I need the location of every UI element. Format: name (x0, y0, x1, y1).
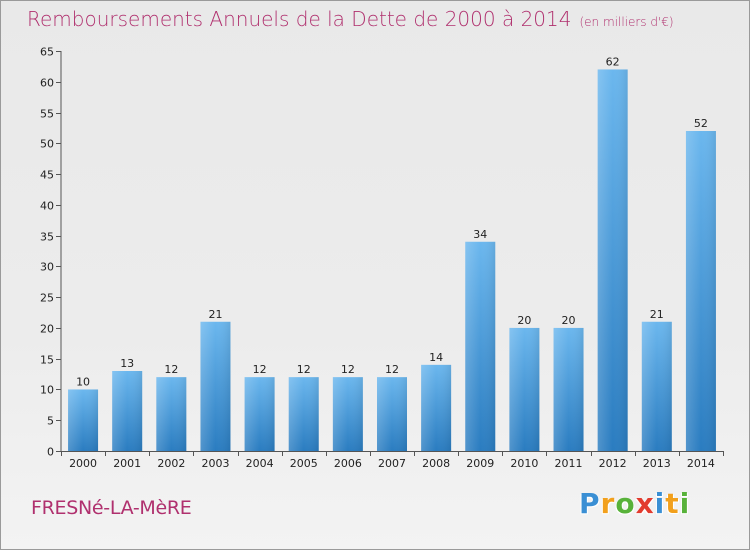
brand-letter: i (654, 487, 666, 520)
brand-letter: x (635, 487, 655, 520)
commune-name: FRESNé-LA-MèRE (31, 497, 192, 519)
bar-shade-2002 (156, 377, 187, 451)
bar-shade-2005 (288, 377, 319, 451)
y-tick-label: 20 (40, 323, 54, 336)
data-label-2006: 12 (341, 363, 355, 376)
labels: 0 5 10 15 20 25 30 35 40 45 50 55 60 65 2000 10 2001 13 20… (40, 46, 715, 471)
axes (56, 51, 724, 456)
x-tick-label: 2005 (290, 457, 318, 470)
x-tick-label: 2002 (157, 457, 185, 470)
y-tick-label: 60 (40, 77, 54, 90)
y-tick-label: 55 (40, 108, 54, 121)
brand-logo: Proxiti (579, 487, 690, 520)
brand-letter: i (679, 487, 691, 520)
bar-shade-2007 (377, 377, 407, 451)
x-tick-label: 2003 (201, 457, 229, 470)
brand-letter: t (665, 487, 680, 520)
y-tick-label: 30 (40, 261, 54, 274)
y-tick-label: 45 (40, 169, 54, 182)
bar-shade-2000 (68, 389, 99, 451)
bars (68, 69, 716, 451)
data-label-2007: 12 (385, 363, 399, 376)
y-tick-label: 50 (40, 138, 54, 151)
y-tick-label: 0 (47, 446, 54, 459)
brand-letter: r (600, 487, 616, 520)
data-label-2004: 12 (253, 363, 267, 376)
bar-shade-2009 (465, 241, 496, 451)
y-tick-label: 65 (40, 46, 54, 59)
data-label-2013: 21 (650, 308, 664, 321)
x-tick-label: 2008 (422, 457, 450, 470)
bar-shade-2013 (641, 321, 672, 451)
data-label-2005: 12 (297, 363, 311, 376)
x-tick-label: 2004 (246, 457, 274, 470)
x-tick-label: 2000 (69, 457, 97, 470)
bar-shade-2011 (553, 327, 584, 451)
data-label-2014: 52 (694, 117, 708, 130)
data-label-2010: 20 (517, 314, 531, 327)
bar-shade-2004 (244, 377, 275, 451)
data-label-2001: 13 (120, 357, 134, 370)
y-tick-label: 10 (40, 384, 54, 397)
bar-shade-2006 (332, 377, 363, 451)
brand-letter: P (579, 487, 601, 520)
y-tick-label: 25 (40, 292, 54, 305)
brand-letter: o (615, 487, 636, 520)
y-tick-label: 15 (40, 354, 54, 367)
bar-shade-2003 (200, 321, 231, 451)
y-tick-label: 35 (40, 231, 54, 244)
data-label-2012: 62 (606, 55, 620, 68)
x-tick-label: 2014 (687, 457, 715, 470)
x-tick-label: 2011 (555, 457, 583, 470)
data-label-2000: 10 (76, 375, 90, 388)
x-tick-label: 2010 (510, 457, 538, 470)
bar-shade-2012 (597, 69, 628, 451)
x-tick-label: 2013 (643, 457, 671, 470)
y-tick-label: 5 (47, 415, 54, 428)
data-label-2003: 21 (208, 308, 222, 321)
x-tick-label: 2001 (113, 457, 141, 470)
data-label-2011: 20 (562, 314, 576, 327)
y-tick-label: 40 (40, 200, 54, 213)
x-tick-label: 2006 (334, 457, 362, 470)
x-tick-label: 2007 (378, 457, 406, 470)
chart-title-text: Remboursements Annuels de la Dette de 20… (27, 7, 572, 31)
bar-shade-2001 (112, 371, 143, 451)
x-tick-label: 2009 (466, 457, 494, 470)
bar-shade-2014 (685, 131, 716, 451)
data-label-2008: 14 (429, 351, 443, 364)
chart-title: Remboursements Annuels de la Dette de 20… (27, 7, 674, 31)
data-label-2002: 12 (164, 363, 178, 376)
bar-shade-2010 (509, 327, 540, 451)
x-tick-label: 2012 (599, 457, 627, 470)
chart-subtitle: (en milliers d'€) (579, 15, 674, 29)
bar-shade-2008 (421, 364, 452, 451)
data-label-2009: 34 (473, 228, 487, 241)
